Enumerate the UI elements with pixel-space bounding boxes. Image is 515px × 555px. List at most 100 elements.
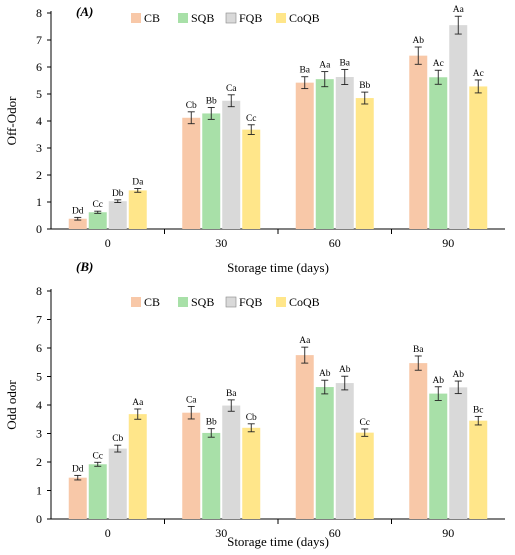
significance-label: Aa	[132, 398, 144, 408]
y-tick-label: 3	[36, 427, 42, 441]
bar-fqb	[222, 100, 241, 229]
significance-label: Ba	[299, 66, 310, 76]
y-tick-label: 0	[36, 512, 42, 526]
legend-label-sqb: SQB	[191, 11, 214, 25]
bar-cb	[182, 412, 201, 519]
bar-coqb	[128, 190, 147, 229]
significance-label: Bb	[206, 418, 217, 428]
y-tick-label: 4	[36, 114, 42, 128]
significance-label: Ba	[339, 58, 350, 68]
y-tick-label: 3	[36, 141, 42, 155]
significance-label: Db	[112, 189, 124, 199]
bar-fqb	[222, 405, 241, 519]
significance-label: Ca	[186, 395, 197, 405]
x-tick-label: 30	[215, 526, 227, 540]
significance-label: Ac	[473, 69, 484, 79]
significance-label: Aa	[299, 336, 311, 346]
bar-fqb	[108, 201, 127, 229]
significance-label: Ba	[226, 389, 237, 399]
significance-label: Dd	[72, 206, 84, 216]
panel-b: 0 1 2 3 4 5 6 7 8 0 Dd Cc Cb Aa 30 Ca Bb Ba Cb 60 Aa Ab Ab Cc 90…	[4, 259, 505, 549]
bar-cb	[295, 82, 314, 229]
bar-cb	[68, 477, 87, 519]
bar-cb	[409, 363, 428, 519]
x-tick-label: 0	[105, 526, 111, 540]
bar-sqb	[202, 432, 221, 519]
x-tick-label: 60	[329, 236, 341, 250]
y-tick-label: 2	[36, 168, 42, 182]
significance-label: Cc	[246, 114, 257, 124]
significance-label: Cc	[92, 200, 103, 210]
bar-sqb	[315, 387, 334, 519]
y-tick-label: 6	[36, 341, 42, 355]
y-tick-label: 2	[36, 455, 42, 469]
bar-cb	[182, 117, 201, 229]
y-tick-label: 1	[36, 484, 42, 498]
legend-label-coqb: CoQB	[289, 11, 320, 25]
legend-swatch-coqb	[276, 297, 286, 307]
significance-label: Aa	[453, 5, 465, 15]
bar-cb	[68, 218, 87, 229]
bar-sqb	[429, 77, 448, 229]
bar-sqb	[202, 113, 221, 229]
legend-swatch-cb	[131, 297, 141, 307]
y-tick-label: 6	[36, 60, 42, 74]
y-tick-label: 4	[36, 398, 42, 412]
y-tick-label: 8	[36, 284, 42, 298]
legend-swatch-fqb	[225, 296, 237, 308]
bar-cb	[295, 355, 314, 519]
legend-swatch-fqb	[225, 12, 237, 24]
x-tick-label: 90	[442, 236, 454, 250]
y-axis-title: Odd odor	[4, 380, 19, 430]
significance-label: Da	[132, 178, 144, 188]
bar-coqb	[128, 414, 147, 519]
x-tick-label: 90	[442, 526, 454, 540]
significance-label: Ac	[433, 59, 444, 69]
bar-coqb	[355, 98, 374, 229]
y-tick-label: 0	[36, 222, 42, 236]
significance-label: Cc	[359, 418, 370, 428]
significance-label: Ab	[319, 369, 331, 379]
panel-a: 0 1 2 3 4 5 6 7 8 0 Dd Cc Db Da 30 Cb Bb Ca Cc 60 Ba Aa Ba Bb 90…	[4, 4, 505, 275]
significance-label: Cb	[186, 101, 197, 111]
significance-label: Cb	[246, 413, 257, 423]
bar-coqb	[242, 129, 261, 229]
significance-label: Ab	[339, 365, 351, 375]
x-axis-title: Storage time (days)	[227, 260, 329, 275]
significance-label: Cc	[92, 451, 103, 461]
panel-label: (B)	[76, 259, 93, 274]
bar-coqb	[469, 420, 488, 519]
significance-label: Cb	[112, 434, 123, 444]
significance-label: Ab	[432, 376, 444, 386]
y-tick-label: 5	[36, 370, 42, 384]
y-tick-label: 7	[36, 33, 42, 47]
bar-fqb	[449, 387, 468, 519]
y-tick-label: 5	[36, 87, 42, 101]
bar-sqb	[88, 212, 107, 229]
legend-label-coqb: CoQB	[289, 295, 320, 309]
x-tick-label: 0	[105, 236, 111, 250]
bar-sqb	[429, 393, 448, 519]
bar-sqb	[315, 79, 334, 230]
significance-label: Ca	[226, 84, 237, 94]
y-tick-label: 7	[36, 313, 42, 327]
y-tick-label: 8	[36, 6, 42, 20]
significance-label: Dd	[72, 464, 84, 474]
legend-label-cb: CB	[144, 11, 160, 25]
bar-coqb	[469, 86, 488, 229]
significance-label: Bc	[473, 405, 484, 415]
bar-coqb	[355, 432, 374, 519]
y-axis-title: Off-Odor	[4, 96, 19, 146]
legend-label-cb: CB	[144, 295, 160, 309]
x-tick-label: 60	[329, 526, 341, 540]
legend-swatch-cb	[131, 13, 141, 23]
x-axis-title: Storage time (days)	[227, 534, 329, 549]
significance-label: Aa	[319, 61, 331, 71]
bar-sqb	[88, 464, 107, 519]
bar-fqb	[335, 383, 354, 519]
legend-label-fqb: FQB	[239, 295, 262, 309]
y-tick-label: 1	[36, 195, 42, 209]
bar-fqb	[449, 25, 468, 230]
